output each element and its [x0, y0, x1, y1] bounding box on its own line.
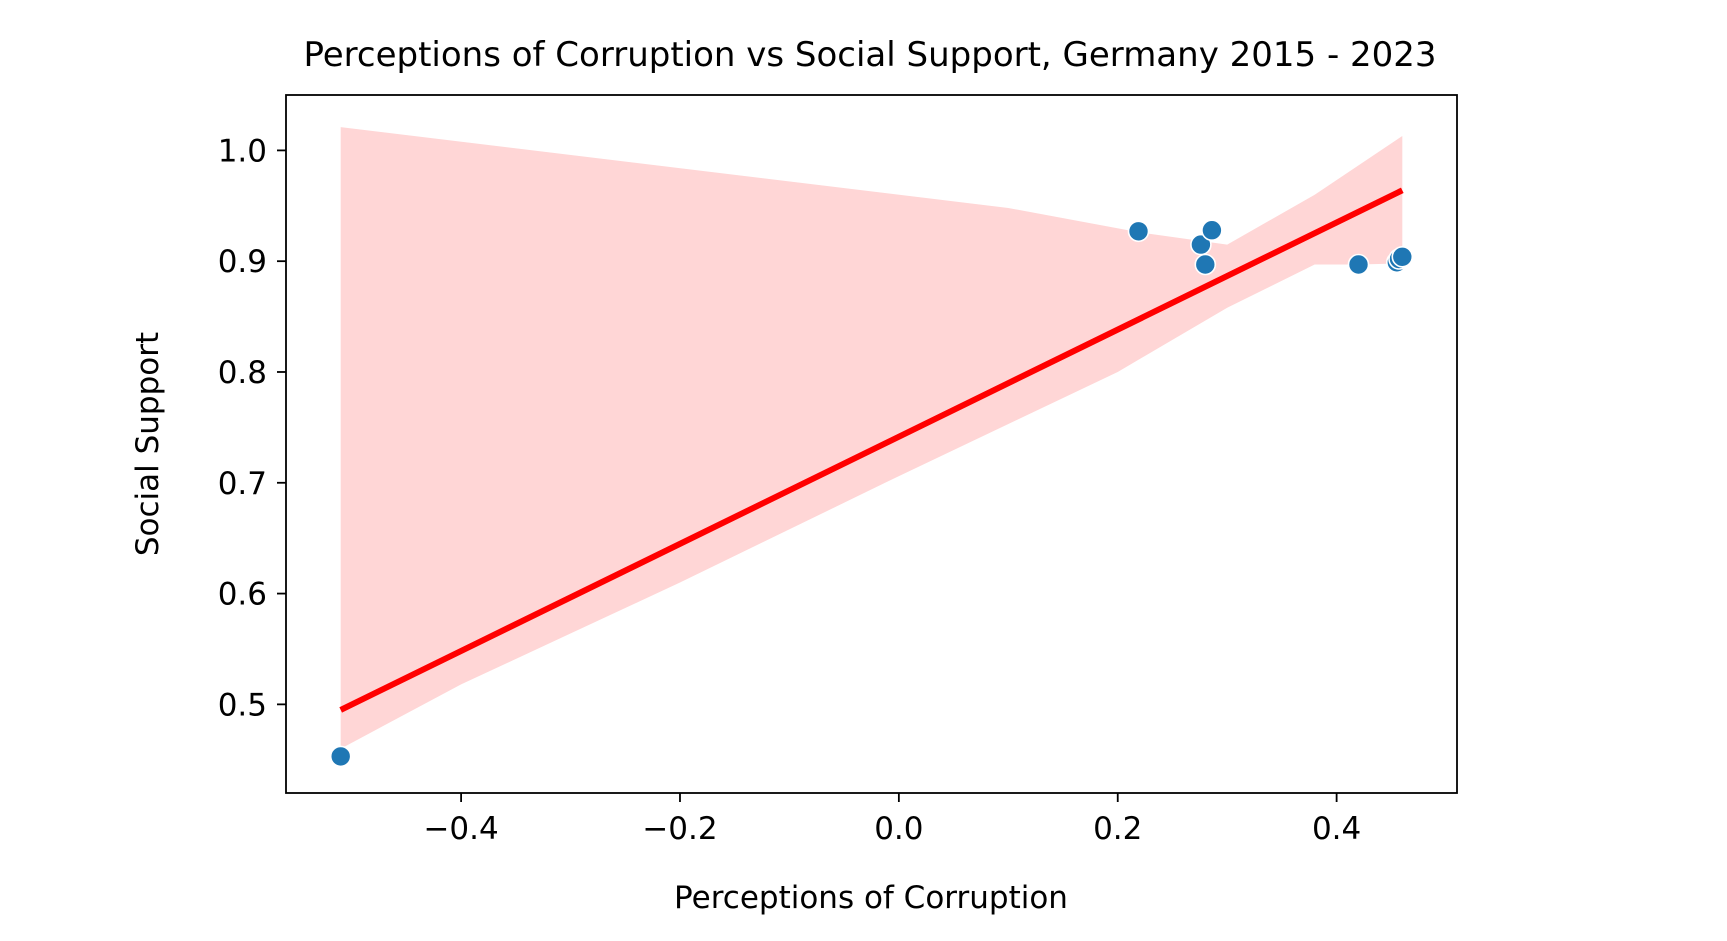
y-tick-label: 1.0: [218, 133, 267, 169]
plot-frame: [285, 94, 1458, 794]
x-axis: −0.4 −0.2 0.0 0.2 0.4: [423, 793, 1361, 847]
confidence-band: [340, 127, 1403, 749]
chart-title: Perceptions of Corruption vs Social Supp…: [303, 35, 1436, 75]
regression-line: [339, 187, 1404, 713]
data-point: [1201, 219, 1223, 241]
x-tick-label: −0.2: [642, 811, 717, 847]
x-tick-label: 0.0: [874, 811, 923, 847]
x-tick-label: −0.4: [423, 811, 498, 847]
y-tick-label: 0.5: [218, 687, 267, 723]
data-point: [1194, 253, 1217, 276]
data-point: [329, 745, 352, 768]
x-tick-label: 0.4: [1312, 811, 1361, 847]
data-point: [1391, 245, 1414, 268]
y-tick-label: 0.8: [218, 355, 267, 391]
data-point: [1190, 233, 1212, 256]
y-tick-label: 0.9: [218, 244, 267, 280]
y-tick-label: 0.7: [218, 466, 267, 502]
x-axis-label: Perceptions of Corruption: [674, 880, 1068, 916]
plot-area: [329, 127, 1414, 768]
y-axis-label: Social Support: [130, 332, 166, 556]
data-point: [1127, 220, 1150, 243]
x-tick-label: 0.2: [1093, 811, 1142, 847]
y-axis: 0.5 0.6 0.7 0.8 0.9 1.0: [218, 133, 286, 723]
y-tick-label: 0.6: [218, 577, 267, 613]
data-point: [1347, 253, 1370, 276]
